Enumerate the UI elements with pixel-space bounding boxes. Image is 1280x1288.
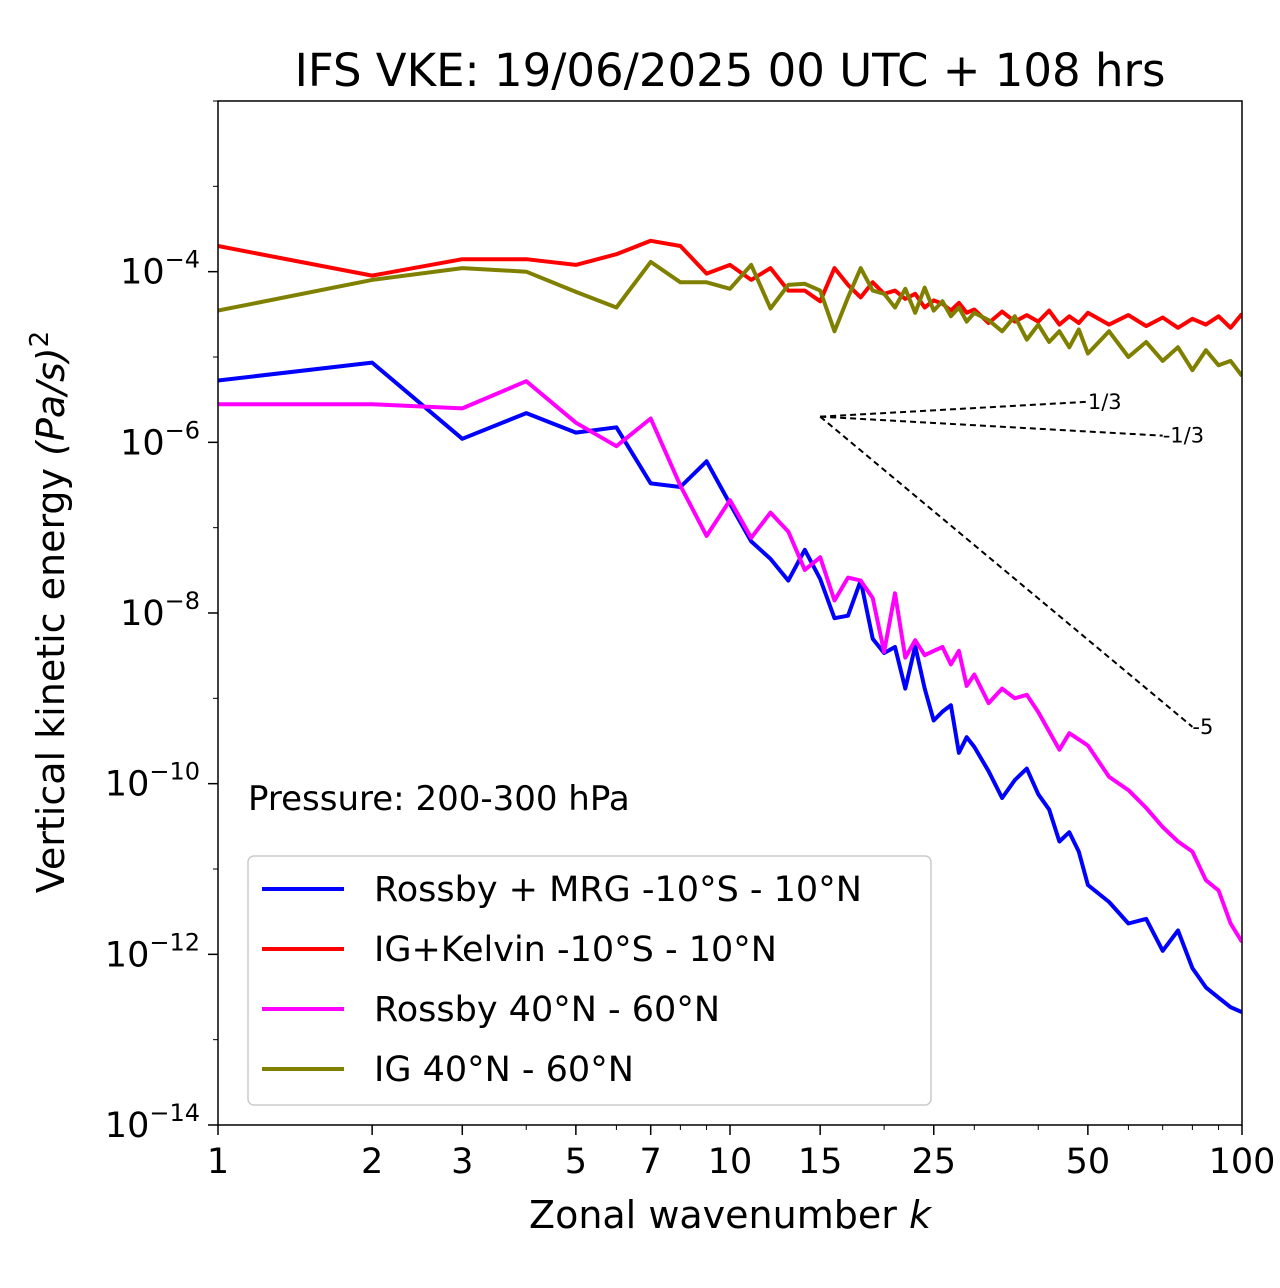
- x-tick-label: 25: [911, 1142, 956, 1182]
- y-tick-base: 10: [120, 594, 165, 634]
- legend: Rossby + MRG -10°S - 10°N IG+Kelvin -10°S…: [247, 855, 932, 1106]
- x-axis-label-variable: k: [909, 1193, 933, 1237]
- y-tick-label: 10−6: [120, 416, 200, 463]
- y-tick-label: 10−12: [105, 928, 200, 975]
- y-tick-label: 10−10: [105, 758, 200, 805]
- plot-area: [218, 238, 1242, 1015]
- x-tick-label: 100: [1209, 1142, 1276, 1182]
- series-line-3: [218, 379, 1242, 943]
- legend-box: [247, 855, 932, 1106]
- x-tick-label: 15: [798, 1142, 843, 1182]
- y-tick-base: 10: [120, 423, 165, 463]
- legend-label-3: Rossby 40°N - 60°N: [374, 990, 720, 1030]
- x-tick-label: 5: [565, 1142, 587, 1182]
- y-axis-label: Vertical kinetic energy (Pa/s)2: [25, 331, 73, 893]
- x-tick-label: 1: [207, 1142, 229, 1182]
- y-tick-exponent: −12: [149, 928, 200, 956]
- legend-label-1: Rossby + MRG -10°S - 10°N: [374, 870, 862, 910]
- x-tick-label: 2: [361, 1142, 383, 1182]
- legend-label-2: IG+Kelvin -10°S - 10°N: [374, 930, 777, 970]
- chart-title: IFS VKE: 19/06/2025 00 UTC + 108 hrs: [295, 44, 1166, 97]
- slope-line-3: [819, 415, 1194, 728]
- legend-label-4: IG 40°N - 60°N: [374, 1050, 634, 1090]
- y-tick-label: 10−8: [120, 587, 200, 634]
- y-tick-base: 10: [105, 765, 150, 805]
- y-tick-exponent: −14: [149, 1099, 200, 1127]
- series-line-1: [218, 360, 1242, 1015]
- x-axis-label: Zonal wavenumber k: [529, 1193, 933, 1237]
- series-line-4: [218, 259, 1242, 378]
- y-tick-base: 10: [105, 1106, 150, 1146]
- slope-line-2: [820, 415, 1163, 437]
- x-axis: 1 2 3 5 7 10 15 25 50 100: [207, 1125, 1276, 1182]
- x-axis-label-text: Zonal wavenumber: [529, 1193, 897, 1237]
- slope-label-1: 1/3: [1088, 390, 1122, 414]
- y-tick-base: 10: [105, 935, 150, 975]
- y-axis-label-exponent: 2: [25, 331, 55, 348]
- x-tick-label: 10: [708, 1142, 753, 1182]
- y-tick-label: 10−4: [120, 246, 200, 293]
- y-axis-label-unit: (Pa/s): [29, 347, 73, 455]
- slope-label-3: -5: [1192, 715, 1213, 739]
- reference-slope-lines: 1/3 -1/3 -5: [819, 390, 1213, 739]
- y-tick-label: 10−14: [105, 1099, 200, 1146]
- y-tick-base: 10: [120, 253, 165, 293]
- x-tick-label: 7: [640, 1142, 662, 1182]
- series-line-2: [218, 238, 1242, 330]
- pressure-annotation: Pressure: 200-300 hPa: [248, 779, 630, 819]
- y-tick-exponent: −4: [165, 246, 200, 274]
- x-tick-label: 3: [451, 1142, 473, 1182]
- slope-line-1: [820, 400, 1088, 418]
- y-tick-exponent: −10: [149, 758, 200, 786]
- y-axis-label-text: Vertical kinetic energy: [29, 468, 73, 893]
- slope-label-2: -1/3: [1163, 424, 1204, 448]
- y-tick-exponent: −8: [165, 587, 200, 615]
- x-tick-label: 50: [1066, 1142, 1111, 1182]
- y-tick-exponent: −6: [165, 416, 200, 444]
